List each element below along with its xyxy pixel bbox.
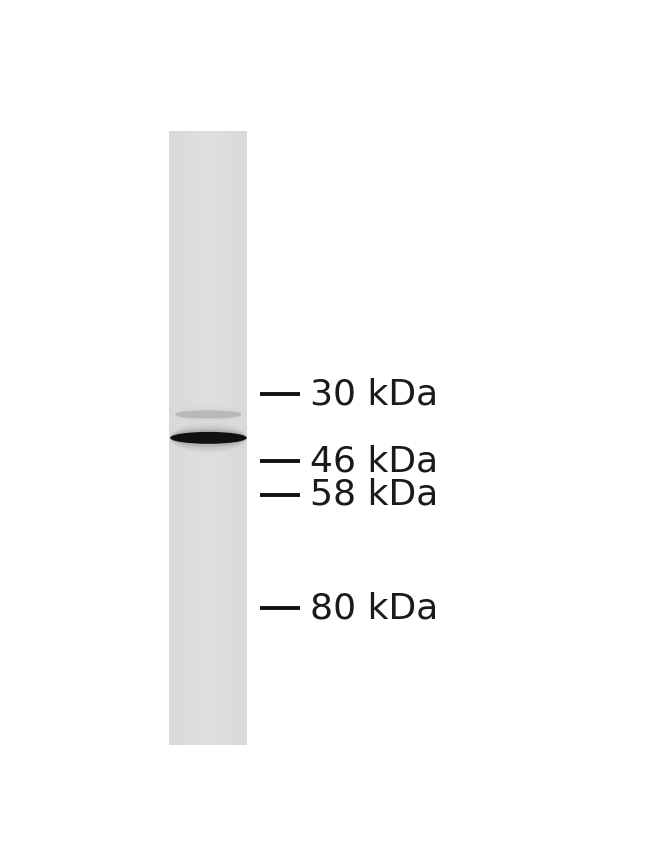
Bar (242, 131, 244, 745)
Bar (216, 131, 218, 745)
Bar (229, 131, 231, 745)
Bar (190, 131, 192, 745)
Bar (245, 131, 246, 745)
Bar (179, 131, 180, 745)
Bar (227, 131, 228, 745)
Bar (218, 131, 219, 745)
Bar (184, 131, 185, 745)
Bar (176, 131, 177, 745)
Ellipse shape (170, 432, 247, 444)
Bar (187, 131, 188, 745)
Bar (189, 131, 190, 745)
Bar (201, 131, 202, 745)
Bar (244, 131, 245, 745)
Bar (241, 131, 242, 745)
Bar (235, 131, 236, 745)
Bar (170, 131, 171, 745)
Bar (202, 131, 203, 745)
Ellipse shape (176, 410, 242, 419)
Bar (224, 131, 226, 745)
Bar (222, 131, 223, 745)
Text: 30 kDa: 30 kDa (311, 377, 439, 412)
Bar (226, 131, 227, 745)
Bar (205, 131, 206, 745)
Bar (175, 131, 176, 745)
Bar (192, 131, 193, 745)
Bar (196, 131, 197, 745)
Bar (231, 131, 232, 745)
Bar (197, 131, 198, 745)
Bar (237, 131, 239, 745)
Text: 58 kDa: 58 kDa (311, 478, 439, 512)
Bar (194, 131, 196, 745)
Bar (215, 131, 216, 745)
Bar (180, 131, 181, 745)
Bar (207, 131, 209, 745)
Ellipse shape (170, 429, 247, 447)
Bar (177, 131, 179, 745)
Bar (228, 131, 229, 745)
Bar (211, 131, 213, 745)
Bar (210, 131, 211, 745)
Bar (203, 131, 205, 745)
Bar (214, 131, 215, 745)
Bar (209, 131, 210, 745)
Bar (174, 131, 175, 745)
Bar (171, 131, 172, 745)
Bar (183, 131, 184, 745)
Bar (200, 131, 201, 745)
Bar (232, 131, 233, 745)
Bar (206, 131, 207, 745)
Text: 80 kDa: 80 kDa (311, 591, 439, 625)
Bar (213, 131, 214, 745)
Ellipse shape (176, 408, 242, 420)
Bar (172, 131, 174, 745)
Bar (246, 131, 248, 745)
Ellipse shape (170, 426, 247, 450)
Bar (193, 131, 194, 745)
Bar (188, 131, 189, 745)
Bar (220, 131, 222, 745)
Bar (198, 131, 200, 745)
Bar (240, 131, 241, 745)
Bar (170, 131, 248, 745)
Bar (236, 131, 237, 745)
Bar (239, 131, 240, 745)
Bar (223, 131, 224, 745)
Text: 46 kDa: 46 kDa (311, 444, 439, 479)
Bar (219, 131, 220, 745)
Bar (181, 131, 183, 745)
Bar (185, 131, 187, 745)
Bar (233, 131, 235, 745)
